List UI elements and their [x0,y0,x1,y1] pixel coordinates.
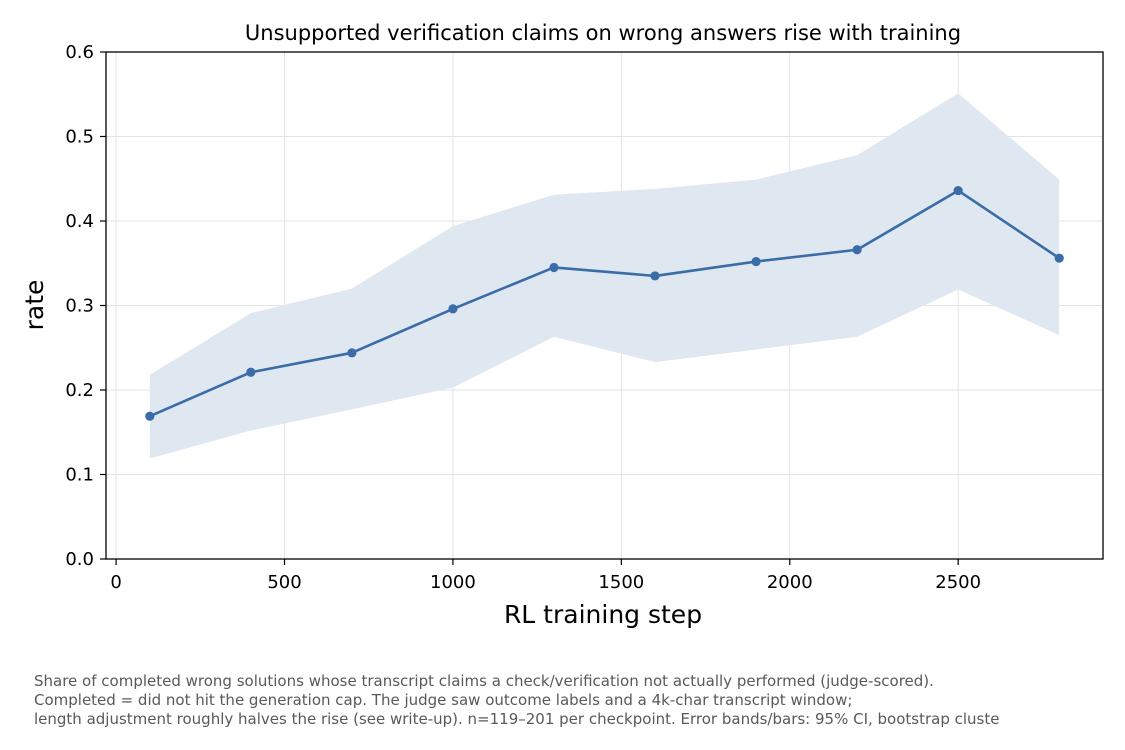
series-line [149,189,1060,418]
y-tick-label: 0.4 [65,211,94,232]
y-tick-label: 0.1 [65,465,94,486]
data-point [246,367,256,377]
x-tick-label: 500 [267,572,301,593]
x-tick-label: 1000 [430,572,476,593]
chart-title: Unsupported verification claims on wrong… [245,21,961,45]
series-line-layer [149,189,1060,418]
x-tick-label: 0 [110,572,121,593]
data-point [751,256,761,267]
confidence-band [149,93,1060,459]
data-markers [145,185,1064,421]
y-tick-label: 0.3 [65,296,94,317]
data-point [1054,253,1064,263]
y-axis-label: rate [20,280,49,331]
y-tick-label: 0.0 [65,549,94,570]
data-point [650,271,660,281]
caption-line: Completed = did not hit the generation c… [34,691,853,709]
y-tick-label: 0.6 [65,42,94,63]
x-tick-label: 1500 [598,572,644,593]
caption-line: Share of completed wrong solutions whose… [34,672,934,690]
caption-line: length adjustment roughly halves the ris… [34,710,1000,728]
x-axis-ticks: 0 500 1000 1500 2000 2500 [110,559,981,593]
data-point [347,348,357,358]
confidence-band-layer [149,93,1060,459]
data-point [852,245,862,255]
x-tick-label: 2000 [767,572,813,593]
figure-caption: Share of completed wrong solutions whose… [34,672,1125,729]
y-axis-ticks: 0.0 0.1 0.2 0.3 0.4 0.5 0.6 [65,42,106,570]
data-point [549,262,559,273]
x-axis-label: RL training step [504,600,702,629]
data-point [145,411,155,421]
y-tick-label: 0.2 [65,380,94,401]
x-tick-label: 2500 [935,572,981,593]
y-tick-label: 0.5 [65,127,94,148]
data-point [953,185,963,196]
data-point [448,304,458,314]
